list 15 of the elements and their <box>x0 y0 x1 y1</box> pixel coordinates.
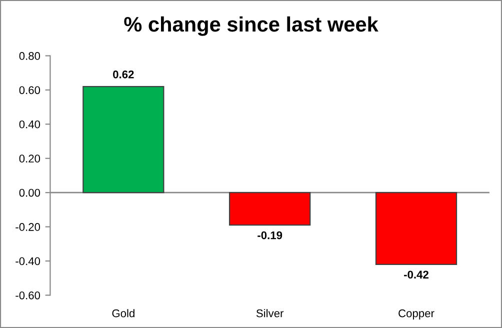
x-tick-label: Silver <box>256 309 284 318</box>
x-tick-label: Gold <box>112 309 134 318</box>
y-tick-label: 0.00 <box>19 188 40 197</box>
y-tick-label: 0.40 <box>19 120 40 128</box>
y-tick-label: 0.60 <box>19 86 40 94</box>
x-tick-label: Copper <box>398 309 434 320</box>
y-tick-label: -0.60 <box>16 291 40 300</box>
data-label: -0.42 <box>404 270 428 279</box>
y-tick-label: 0.20 <box>19 154 40 163</box>
y-tick-label: -0.40 <box>16 257 40 266</box>
chart-title: % change since last week <box>124 16 378 36</box>
data-label: 0.62 <box>113 70 134 78</box>
data-label: -0.19 <box>258 231 282 240</box>
y-tick-label: -0.20 <box>16 223 40 231</box>
y-tick-label: 0.80 <box>19 52 40 60</box>
